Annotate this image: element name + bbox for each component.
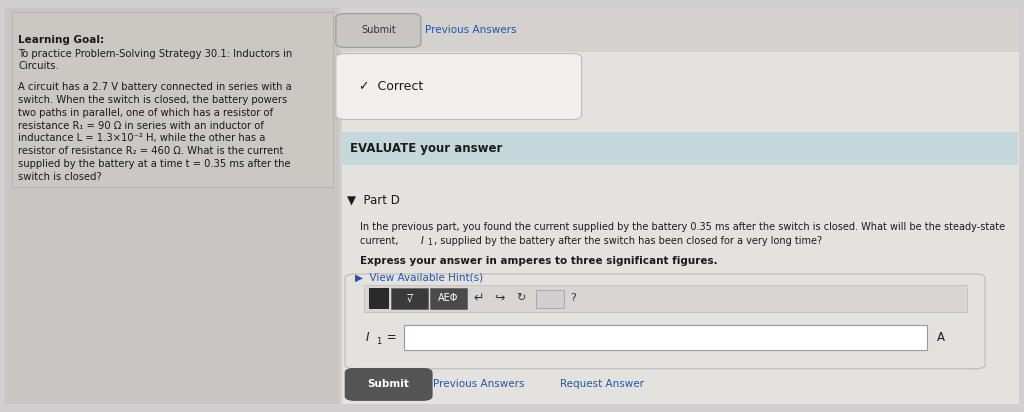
Text: resistance R₁ = 90 Ω in series with an inductor of: resistance R₁ = 90 Ω in series with an i… xyxy=(18,121,264,131)
Text: , supplied by the battery after the switch has been closed for a very long time?: , supplied by the battery after the swit… xyxy=(434,236,822,246)
Text: Express your answer in amperes to three significant figures.: Express your answer in amperes to three … xyxy=(360,256,718,266)
Text: resistor of resistance R₂ = 460 Ω. What is the current: resistor of resistance R₂ = 460 Ω. What … xyxy=(18,146,284,156)
Text: A circuit has a 2.7 V battery connected in series with a: A circuit has a 2.7 V battery connected … xyxy=(18,82,292,92)
Bar xyxy=(342,132,1018,165)
Text: ↵: ↵ xyxy=(473,292,483,305)
Text: 1: 1 xyxy=(376,337,381,346)
Text: √̅: √̅ xyxy=(407,293,413,303)
Text: ↪: ↪ xyxy=(495,292,505,305)
FancyBboxPatch shape xyxy=(345,368,432,400)
Bar xyxy=(364,285,967,312)
Text: ▼  Part D: ▼ Part D xyxy=(347,194,400,207)
Bar xyxy=(12,12,333,187)
Text: In the previous part, you found the current supplied by the battery 0.35 ms afte: In the previous part, you found the curr… xyxy=(360,222,1006,232)
Bar xyxy=(342,8,1019,52)
Bar xyxy=(536,290,564,308)
Text: inductance L = 1.3×10⁻² H, while the other has a: inductance L = 1.3×10⁻² H, while the oth… xyxy=(18,133,266,143)
Text: AEΦ: AEΦ xyxy=(438,293,459,303)
Text: current,: current, xyxy=(360,236,402,246)
Bar xyxy=(342,8,1019,404)
Bar xyxy=(369,288,389,309)
FancyBboxPatch shape xyxy=(345,274,985,369)
Bar xyxy=(5,8,339,404)
Text: Request Answer: Request Answer xyxy=(560,379,644,389)
Text: Learning Goal:: Learning Goal: xyxy=(18,35,104,45)
Text: =: = xyxy=(383,331,396,344)
FancyBboxPatch shape xyxy=(336,54,582,119)
Text: ▶  View Available Hint(s): ▶ View Available Hint(s) xyxy=(355,273,483,283)
FancyBboxPatch shape xyxy=(336,14,421,47)
Text: I: I xyxy=(366,331,369,344)
Bar xyxy=(430,288,467,309)
Text: switch is closed?: switch is closed? xyxy=(18,172,102,182)
Text: ↻: ↻ xyxy=(516,293,526,303)
Text: A: A xyxy=(937,331,945,344)
Text: ?: ? xyxy=(570,293,577,303)
Text: switch. When the switch is closed, the battery powers: switch. When the switch is closed, the b… xyxy=(18,95,288,105)
Bar xyxy=(391,288,428,309)
Bar xyxy=(404,325,927,350)
Text: two paths in parallel, one of which has a resistor of: two paths in parallel, one of which has … xyxy=(18,108,273,118)
Text: supplied by the battery at a time t = 0.35 ms after the: supplied by the battery at a time t = 0.… xyxy=(18,159,291,169)
Text: ✓  Correct: ✓ Correct xyxy=(359,80,424,93)
Text: 1: 1 xyxy=(427,238,432,247)
Text: Previous Answers: Previous Answers xyxy=(433,379,524,389)
Text: Submit: Submit xyxy=(361,26,395,35)
Text: Submit: Submit xyxy=(368,379,410,389)
Text: Circuits.: Circuits. xyxy=(18,61,59,70)
Text: I: I xyxy=(421,236,424,246)
Text: EVALUATE your answer: EVALUATE your answer xyxy=(350,142,503,155)
Text: Previous Answers: Previous Answers xyxy=(425,26,516,35)
Text: To practice Problem-Solving Strategy 30.1: Inductors in: To practice Problem-Solving Strategy 30.… xyxy=(18,49,293,59)
